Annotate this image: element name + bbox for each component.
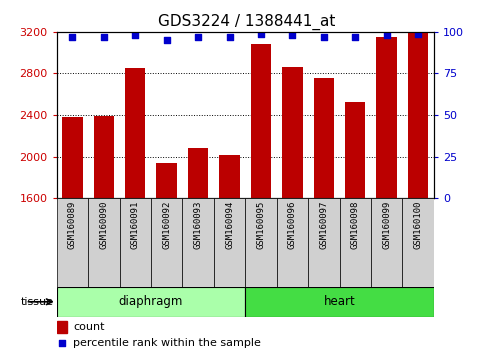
Bar [188, 148, 209, 198]
Bar [402, 198, 434, 287]
Text: tissue: tissue [21, 297, 54, 307]
Text: GSM160099: GSM160099 [382, 201, 391, 249]
Bar [119, 198, 151, 287]
Point [163, 38, 171, 43]
Point [226, 34, 234, 40]
Text: GSM160094: GSM160094 [225, 201, 234, 249]
Bar [57, 198, 88, 287]
Bar [94, 116, 114, 198]
Bar [125, 68, 145, 198]
Point [69, 34, 76, 40]
Bar [182, 198, 214, 287]
Bar [57, 321, 67, 333]
Point [288, 32, 296, 38]
Bar [345, 102, 365, 198]
Text: diaphragm: diaphragm [119, 295, 183, 308]
Bar [156, 164, 177, 198]
Text: GSM160096: GSM160096 [288, 201, 297, 249]
Bar [214, 198, 246, 287]
Bar [151, 198, 182, 287]
Text: GSM160090: GSM160090 [99, 201, 108, 249]
Bar [57, 287, 245, 317]
Bar [88, 198, 119, 287]
Text: percentile rank within the sample: percentile rank within the sample [73, 338, 261, 348]
Point [100, 34, 108, 40]
Bar [277, 198, 308, 287]
Bar [219, 155, 240, 198]
Bar [314, 78, 334, 198]
Point [253, 268, 261, 274]
Text: GSM160095: GSM160095 [256, 201, 266, 249]
Point [131, 32, 139, 38]
Bar [340, 198, 371, 287]
Bar [282, 67, 303, 198]
Point [257, 31, 265, 36]
Text: GSM160092: GSM160092 [162, 201, 171, 249]
Text: GDS3224 / 1388441_at: GDS3224 / 1388441_at [158, 14, 335, 30]
Point [320, 34, 328, 40]
Bar [377, 37, 397, 198]
Text: GSM160093: GSM160093 [194, 201, 203, 249]
Text: heart: heart [324, 295, 355, 308]
Bar [251, 44, 271, 198]
Bar [245, 287, 434, 317]
Text: GSM160091: GSM160091 [131, 201, 140, 249]
Point [194, 34, 202, 40]
Point [414, 31, 422, 36]
Bar [308, 198, 340, 287]
Bar [245, 198, 277, 287]
Text: GSM160097: GSM160097 [319, 201, 328, 249]
Bar [371, 198, 402, 287]
Text: GSM160089: GSM160089 [68, 201, 77, 249]
Text: count: count [73, 322, 105, 332]
Point [352, 34, 359, 40]
Point [383, 32, 390, 38]
Bar [408, 32, 428, 198]
Text: GSM160098: GSM160098 [351, 201, 360, 249]
Text: GSM160100: GSM160100 [414, 201, 423, 249]
Bar [62, 117, 83, 198]
